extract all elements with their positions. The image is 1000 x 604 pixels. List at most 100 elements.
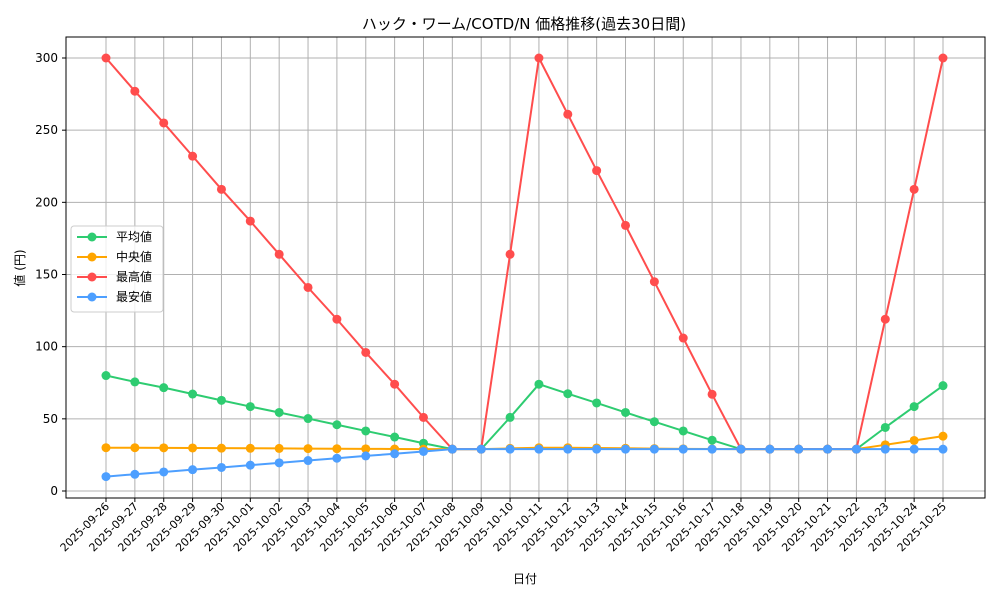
- series-line: [106, 435, 944, 451]
- grid-lines: [66, 37, 985, 498]
- data-point: [418, 412, 428, 422]
- data-point: [390, 432, 400, 442]
- data-point: [880, 444, 890, 454]
- y-tick-label: 0: [50, 484, 58, 498]
- data-point: [505, 249, 515, 259]
- data-point: [332, 453, 342, 463]
- data-point: [216, 395, 226, 405]
- data-point: [245, 402, 255, 412]
- data-point: [361, 444, 371, 454]
- legend-label: 最高値: [116, 269, 152, 284]
- y-axis-label: 値 (円): [12, 249, 27, 286]
- data-point: [188, 443, 198, 453]
- data-point: [332, 444, 342, 454]
- data-point: [101, 371, 111, 381]
- data-point: [159, 443, 169, 453]
- data-point: [909, 435, 919, 445]
- data-point: [823, 444, 833, 454]
- data-point: [274, 443, 284, 453]
- legend-marker: [87, 292, 97, 302]
- data-point: [188, 151, 198, 161]
- data-point: [332, 420, 342, 430]
- x-axis-label: 日付: [513, 572, 537, 586]
- data-point: [534, 379, 544, 389]
- data-point: [592, 166, 602, 176]
- data-point: [245, 443, 255, 453]
- data-point: [159, 383, 169, 393]
- data-point: [390, 379, 400, 389]
- data-point: [447, 444, 457, 454]
- data-point: [563, 109, 573, 119]
- data-point: [418, 446, 428, 456]
- y-tick-label: 250: [35, 123, 58, 137]
- data-point: [678, 333, 688, 343]
- data-point: [159, 118, 169, 128]
- data-point: [621, 220, 631, 230]
- data-point: [880, 314, 890, 324]
- data-point: [361, 451, 371, 461]
- data-point: [216, 184, 226, 194]
- data-point: [303, 456, 313, 466]
- data-point: [505, 444, 515, 454]
- data-point: [938, 444, 948, 454]
- legend-marker: [87, 252, 97, 262]
- data-point: [130, 469, 140, 479]
- legend-label: 中央値: [116, 249, 152, 264]
- data-point: [765, 444, 775, 454]
- data-point: [678, 426, 688, 436]
- y-tick-label: 300: [35, 51, 58, 65]
- data-point: [159, 467, 169, 477]
- data-point: [649, 277, 659, 287]
- legend-box: [70, 225, 164, 313]
- plot-frame: [65, 36, 986, 499]
- data-point: [592, 444, 602, 454]
- data-point: [909, 444, 919, 454]
- y-tick-label: 50: [43, 412, 58, 426]
- data-point: [649, 444, 659, 454]
- data-point: [101, 53, 111, 63]
- data-point: [707, 444, 717, 454]
- legend-label: 最安値: [116, 289, 152, 304]
- data-point: [938, 53, 948, 63]
- data-point: [130, 86, 140, 96]
- data-point: [303, 414, 313, 424]
- data-point: [678, 444, 688, 454]
- series-line: [105, 374, 944, 451]
- data-point: [274, 249, 284, 259]
- y-tick-label: 150: [35, 268, 58, 282]
- data-point: [101, 472, 111, 482]
- data-point: [303, 444, 313, 454]
- series-lines: [101, 53, 948, 482]
- data-point: [216, 443, 226, 453]
- data-point: [592, 398, 602, 408]
- data-point: [707, 389, 717, 399]
- data-point: [274, 458, 284, 468]
- legend-marker: [87, 232, 97, 242]
- data-point: [332, 314, 342, 324]
- legend-marker: [87, 272, 97, 282]
- data-point: [534, 53, 544, 63]
- data-point: [245, 216, 255, 226]
- data-point: [563, 444, 573, 454]
- data-point: [938, 381, 948, 391]
- series-line: [105, 54, 944, 451]
- data-point: [880, 422, 890, 432]
- data-point: [274, 407, 284, 417]
- data-point: [361, 347, 371, 357]
- series-line: [105, 448, 943, 478]
- data-point: [476, 444, 486, 454]
- data-point: [563, 389, 573, 399]
- data-point: [188, 465, 198, 475]
- data-point: [621, 407, 631, 417]
- data-point: [505, 412, 515, 422]
- data-point: [303, 282, 313, 292]
- y-axis: 0 50 100 150 200 250 300: [35, 51, 66, 498]
- data-point: [909, 402, 919, 412]
- data-point: [130, 377, 140, 387]
- data-point: [361, 426, 371, 436]
- chart-title: ハック・ワーム/COTD/N 価格推移(過去30日間): [362, 15, 686, 33]
- data-point: [534, 444, 544, 454]
